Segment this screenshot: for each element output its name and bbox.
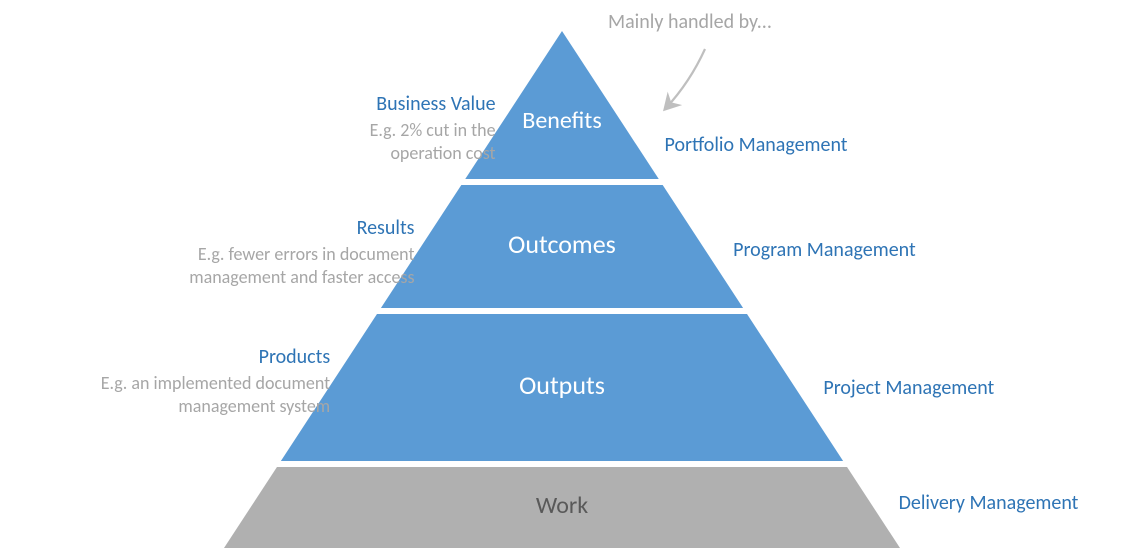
left-results-title: Results [95,216,415,240]
left-products-sub: E.g. an implemented documentmanagement s… [10,372,330,417]
right-portfolio-management: Portfolio Management [665,133,848,157]
right-project-management: Project Management [823,376,994,400]
left-business-value-title: Business Value [176,92,496,116]
pyramid-diagram: Benefits Outcomes Outputs Work Mainly ha… [0,0,1125,551]
right-program-management: Program Management [733,238,916,262]
right-delivery-management: Delivery Management [899,491,1079,515]
left-results-sub: E.g. fewer errors in documentmanagement … [95,243,415,288]
left-products-title: Products [10,345,330,369]
left-business-value-sub: E.g. 2% cut in theoperation cost [176,119,496,164]
